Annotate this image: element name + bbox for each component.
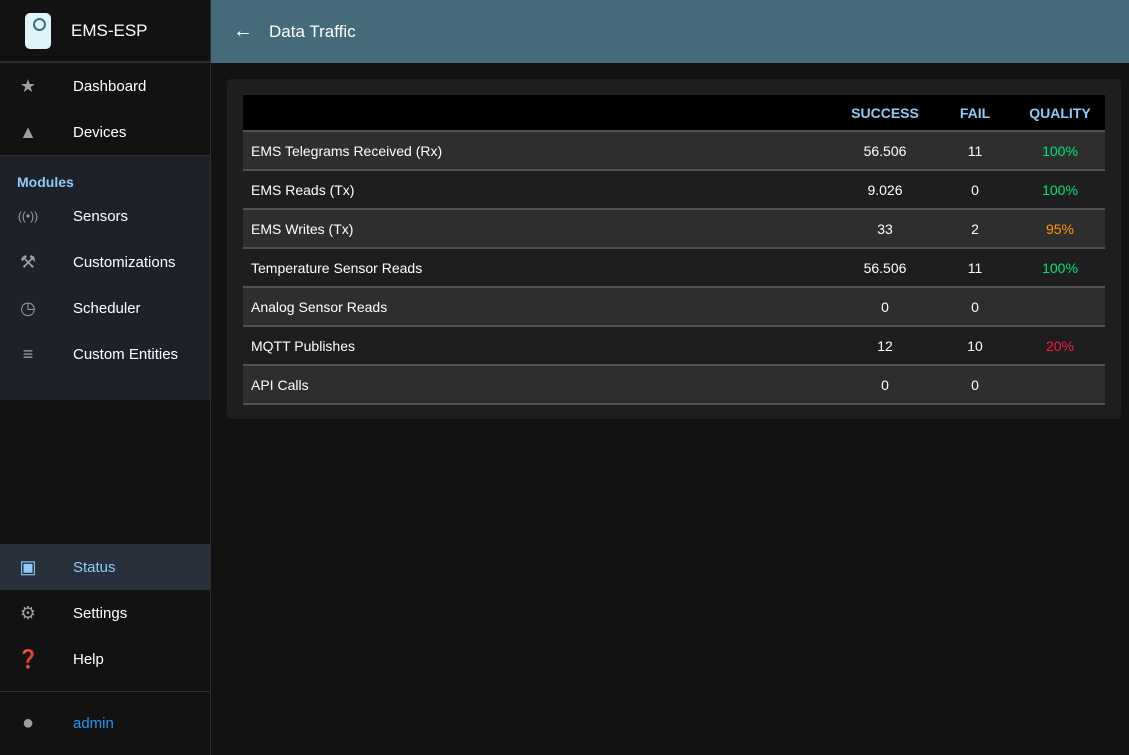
quality-value: 100% bbox=[1015, 131, 1105, 171]
table-row: EMS Reads (Tx) 9.026 0 100% bbox=[243, 170, 1105, 210]
quality-value bbox=[1015, 287, 1105, 327]
quality-value: 95% bbox=[1015, 209, 1105, 249]
app-bar: ← Data Traffic bbox=[211, 0, 1129, 63]
table-row: Analog Sensor Reads 0 0 bbox=[243, 287, 1105, 327]
success-value: 56.506 bbox=[835, 131, 935, 171]
success-value: 56.506 bbox=[835, 248, 935, 288]
sidebar-item-label: Help bbox=[73, 650, 104, 668]
table-row: API Calls 0 0 bbox=[243, 365, 1105, 405]
sensors-icon: ((•)) bbox=[17, 209, 39, 223]
data-traffic-panel: SUCCESS FAIL QUALITY EMS Telegrams Recei… bbox=[227, 79, 1121, 419]
sidebar-item-scheduler[interactable]: ◷ Scheduler bbox=[0, 285, 210, 331]
sidebar-item-customizations[interactable]: ⚒ Customizations bbox=[0, 239, 210, 285]
clock-plus-icon: ◷ bbox=[20, 297, 36, 318]
sidebar-item-devices[interactable]: ▲ Devices bbox=[0, 109, 210, 155]
fail-value: 0 bbox=[935, 170, 1015, 210]
modules-header: Modules bbox=[17, 174, 74, 190]
column-header-quality: QUALITY bbox=[1015, 95, 1105, 132]
success-value: 0 bbox=[835, 287, 935, 327]
sidebar-item-label: Sensors bbox=[73, 207, 129, 225]
sidebar-item-label: Devices bbox=[73, 123, 127, 141]
fail-value: 10 bbox=[935, 326, 1015, 366]
app-title: EMS-ESP bbox=[71, 20, 148, 40]
sidebar-item-custom-entities[interactable]: ≡ Custom Entities bbox=[0, 331, 210, 377]
modules-section: Modules ((•)) Sensors ⚒ Customizations ◷ Sc… bbox=[0, 155, 210, 400]
brand: EMS-ESP bbox=[0, 0, 210, 63]
sidebar-item-dashboard[interactable]: ★ Dashboard bbox=[0, 63, 210, 109]
row-name: EMS Telegrams Received (Rx) bbox=[243, 131, 835, 171]
sidebar: EMS-ESP ★ Dashboard ▲ Devices Modules ((•)… bbox=[0, 0, 211, 755]
row-name: Temperature Sensor Reads bbox=[243, 248, 835, 288]
help-icon: ❓ bbox=[17, 648, 40, 669]
success-value: 12 bbox=[835, 326, 935, 366]
sidebar-item-label: Dashboard bbox=[73, 77, 147, 95]
fail-value: 11 bbox=[935, 248, 1015, 288]
gear-icon: ⚙ bbox=[19, 602, 37, 623]
success-value: 9.026 bbox=[835, 170, 935, 210]
sidebar-item-label: Status bbox=[73, 558, 116, 576]
account-item[interactable]: ● admin bbox=[0, 691, 210, 755]
playlist-add-icon: ≡ bbox=[22, 343, 34, 364]
table-row: EMS Telegrams Received (Rx) 56.506 11 100% bbox=[243, 131, 1105, 171]
quality-value: 20% bbox=[1015, 326, 1105, 366]
column-header-success: SUCCESS bbox=[835, 95, 935, 132]
table-row: Temperature Sensor Reads 56.506 11 100% bbox=[243, 248, 1105, 288]
row-name: EMS Reads (Tx) bbox=[243, 170, 835, 210]
row-name: Analog Sensor Reads bbox=[243, 287, 835, 327]
fail-value: 2 bbox=[935, 209, 1015, 249]
quality-value bbox=[1015, 365, 1105, 405]
account-circle-icon: ● bbox=[21, 712, 35, 734]
back-arrow-icon[interactable]: ← bbox=[233, 20, 253, 42]
row-name: API Calls bbox=[243, 365, 835, 405]
quality-value: 100% bbox=[1015, 170, 1105, 210]
success-value: 0 bbox=[835, 365, 935, 405]
traffic-table: SUCCESS FAIL QUALITY EMS Telegrams Recei… bbox=[243, 95, 1105, 405]
sidebar-item-help[interactable]: ❓ Help bbox=[0, 636, 210, 682]
bar-chart-icon: ▣ bbox=[19, 556, 37, 577]
fail-value: 0 bbox=[935, 287, 1015, 327]
table-row: EMS Writes (Tx) 33 2 95% bbox=[243, 209, 1105, 249]
sidebar-item-label: Settings bbox=[73, 604, 128, 622]
success-value: 33 bbox=[835, 209, 935, 249]
column-header-name bbox=[243, 95, 835, 132]
page-title: Data Traffic bbox=[269, 21, 356, 41]
sidebar-item-label: Custom Entities bbox=[73, 345, 179, 363]
tools-icon: ⚒ bbox=[19, 251, 37, 272]
sidebar-item-sensors[interactable]: ((•)) Sensors bbox=[0, 193, 210, 239]
column-header-fail: FAIL bbox=[935, 95, 1015, 132]
sidebar-item-label: Customizations bbox=[73, 253, 176, 271]
row-name: MQTT Publishes bbox=[243, 326, 835, 366]
sidebar-item-settings[interactable]: ⚙ Settings bbox=[0, 590, 210, 636]
ems-esp-logo bbox=[25, 12, 51, 49]
category-icon: ▲ bbox=[19, 121, 37, 142]
sidebar-item-label: Scheduler bbox=[73, 299, 141, 317]
sidebar-item-status[interactable]: ▣ Status bbox=[0, 544, 210, 590]
fail-value: 11 bbox=[935, 131, 1015, 171]
user-link[interactable]: admin bbox=[73, 715, 114, 732]
row-name: EMS Writes (Tx) bbox=[243, 209, 835, 249]
table-row: MQTT Publishes 12 10 20% bbox=[243, 326, 1105, 366]
fail-value: 0 bbox=[935, 365, 1015, 405]
quality-value: 100% bbox=[1015, 248, 1105, 288]
star-icon: ★ bbox=[19, 75, 37, 96]
